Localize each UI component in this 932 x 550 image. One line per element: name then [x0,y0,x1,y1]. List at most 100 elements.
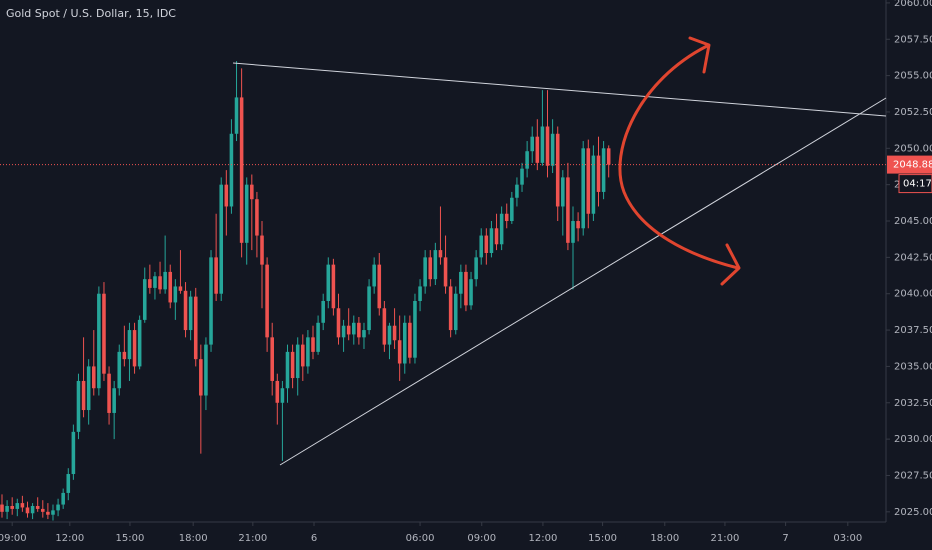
candle-body [484,235,489,254]
candle-body [122,351,127,360]
candle-body [112,388,116,413]
candle-body [163,271,167,290]
y-tick-label: 2032.50 [894,398,932,409]
candle-body [15,503,20,509]
candle-body [132,330,137,367]
candle-body [25,507,30,514]
candle-body [153,276,157,288]
candle-body [199,359,203,396]
candle-body [459,271,463,294]
candle-body [382,308,387,345]
candle-body [525,151,529,169]
candle-body [372,264,376,287]
candle-body [260,235,264,265]
candle-body [234,97,239,134]
candle-body [219,184,224,294]
candle-body [5,506,9,512]
x-tick-label: 18:00 [179,533,208,544]
candle-body [326,264,331,301]
candle-body [51,510,55,515]
candle-body [606,148,611,165]
candle-body [102,293,106,374]
candle-body [239,97,244,243]
candle-body [97,293,101,389]
candle-body [61,492,65,505]
candle-body [397,340,402,364]
candle-body [428,257,433,280]
candle-body [515,184,519,198]
y-tick-label: 2045.00 [894,216,932,227]
candle-body [46,511,50,515]
candle-body [479,235,484,258]
candle-body [193,296,198,360]
candle-body [586,148,591,214]
candle-body [392,325,397,341]
candle-body [280,388,285,403]
x-tick-label: 7 [782,533,788,544]
candle-body [530,136,535,152]
candle-body [204,344,208,396]
candle-body [591,155,596,214]
candle-body [0,504,4,512]
candle-body [402,322,407,364]
last-price-label: 2048.88 [893,160,932,171]
candle-body [209,257,213,345]
projection-arrow [618,36,741,286]
candle-body [188,296,193,331]
candle-body [178,286,183,291]
y-tick-label: 2035.00 [894,361,932,372]
y-tick-label: 2040.00 [894,289,932,300]
candle-body [290,351,295,379]
candle-body [555,133,560,207]
candle-body [214,257,218,294]
y-tick-label: 2027.50 [894,470,932,481]
candle-body [117,351,122,389]
candle-body [377,264,382,309]
candle-body [311,337,315,352]
candle-body [433,250,438,280]
trendline-lower [279,97,887,466]
candle-body [331,264,336,309]
x-tick-label: 09:00 [467,533,496,544]
candle-body [576,221,580,229]
candle-body [66,474,71,493]
candle-body [107,373,111,413]
y-tick-label: 2030.00 [894,434,932,445]
candle-body [316,322,320,352]
candle-body [520,168,524,185]
candle-body [362,330,366,338]
candle-body [408,322,412,358]
candle-body [270,337,274,381]
marks [0,61,611,521]
candle-body [413,300,417,358]
candle-body [367,286,371,331]
y-tick-label: 2055.00 [894,71,932,82]
x-tick-label: 15:00 [116,533,145,544]
x-tick-label: 03:00 [833,533,862,544]
candle-body [357,322,361,338]
candle-body [265,264,269,338]
candle-body [438,250,443,258]
y-tick-label: 2057.50 [894,34,932,45]
y-tick-label: 2025.00 [894,507,932,518]
y-tick-label: 2037.50 [894,325,932,336]
candle-body [535,136,540,163]
x-tick-label: 06:00 [406,533,435,544]
candle-body [158,276,162,290]
candle-body [229,133,234,207]
chart-title: Gold Spot / U.S. Dollar, 15, IDC [6,7,176,20]
x-tick-label: 12:00 [55,533,84,544]
candle-body [244,184,249,243]
candle-body [81,380,86,411]
candle-body [137,319,142,367]
candle-body [571,221,575,243]
candle-body [341,325,346,338]
candle-body [86,366,91,411]
candle-body [336,308,341,338]
candle-body [469,279,473,306]
candle-body [550,133,555,166]
candle-body [275,380,280,403]
candle-body [453,293,458,331]
candle-body [148,279,152,288]
